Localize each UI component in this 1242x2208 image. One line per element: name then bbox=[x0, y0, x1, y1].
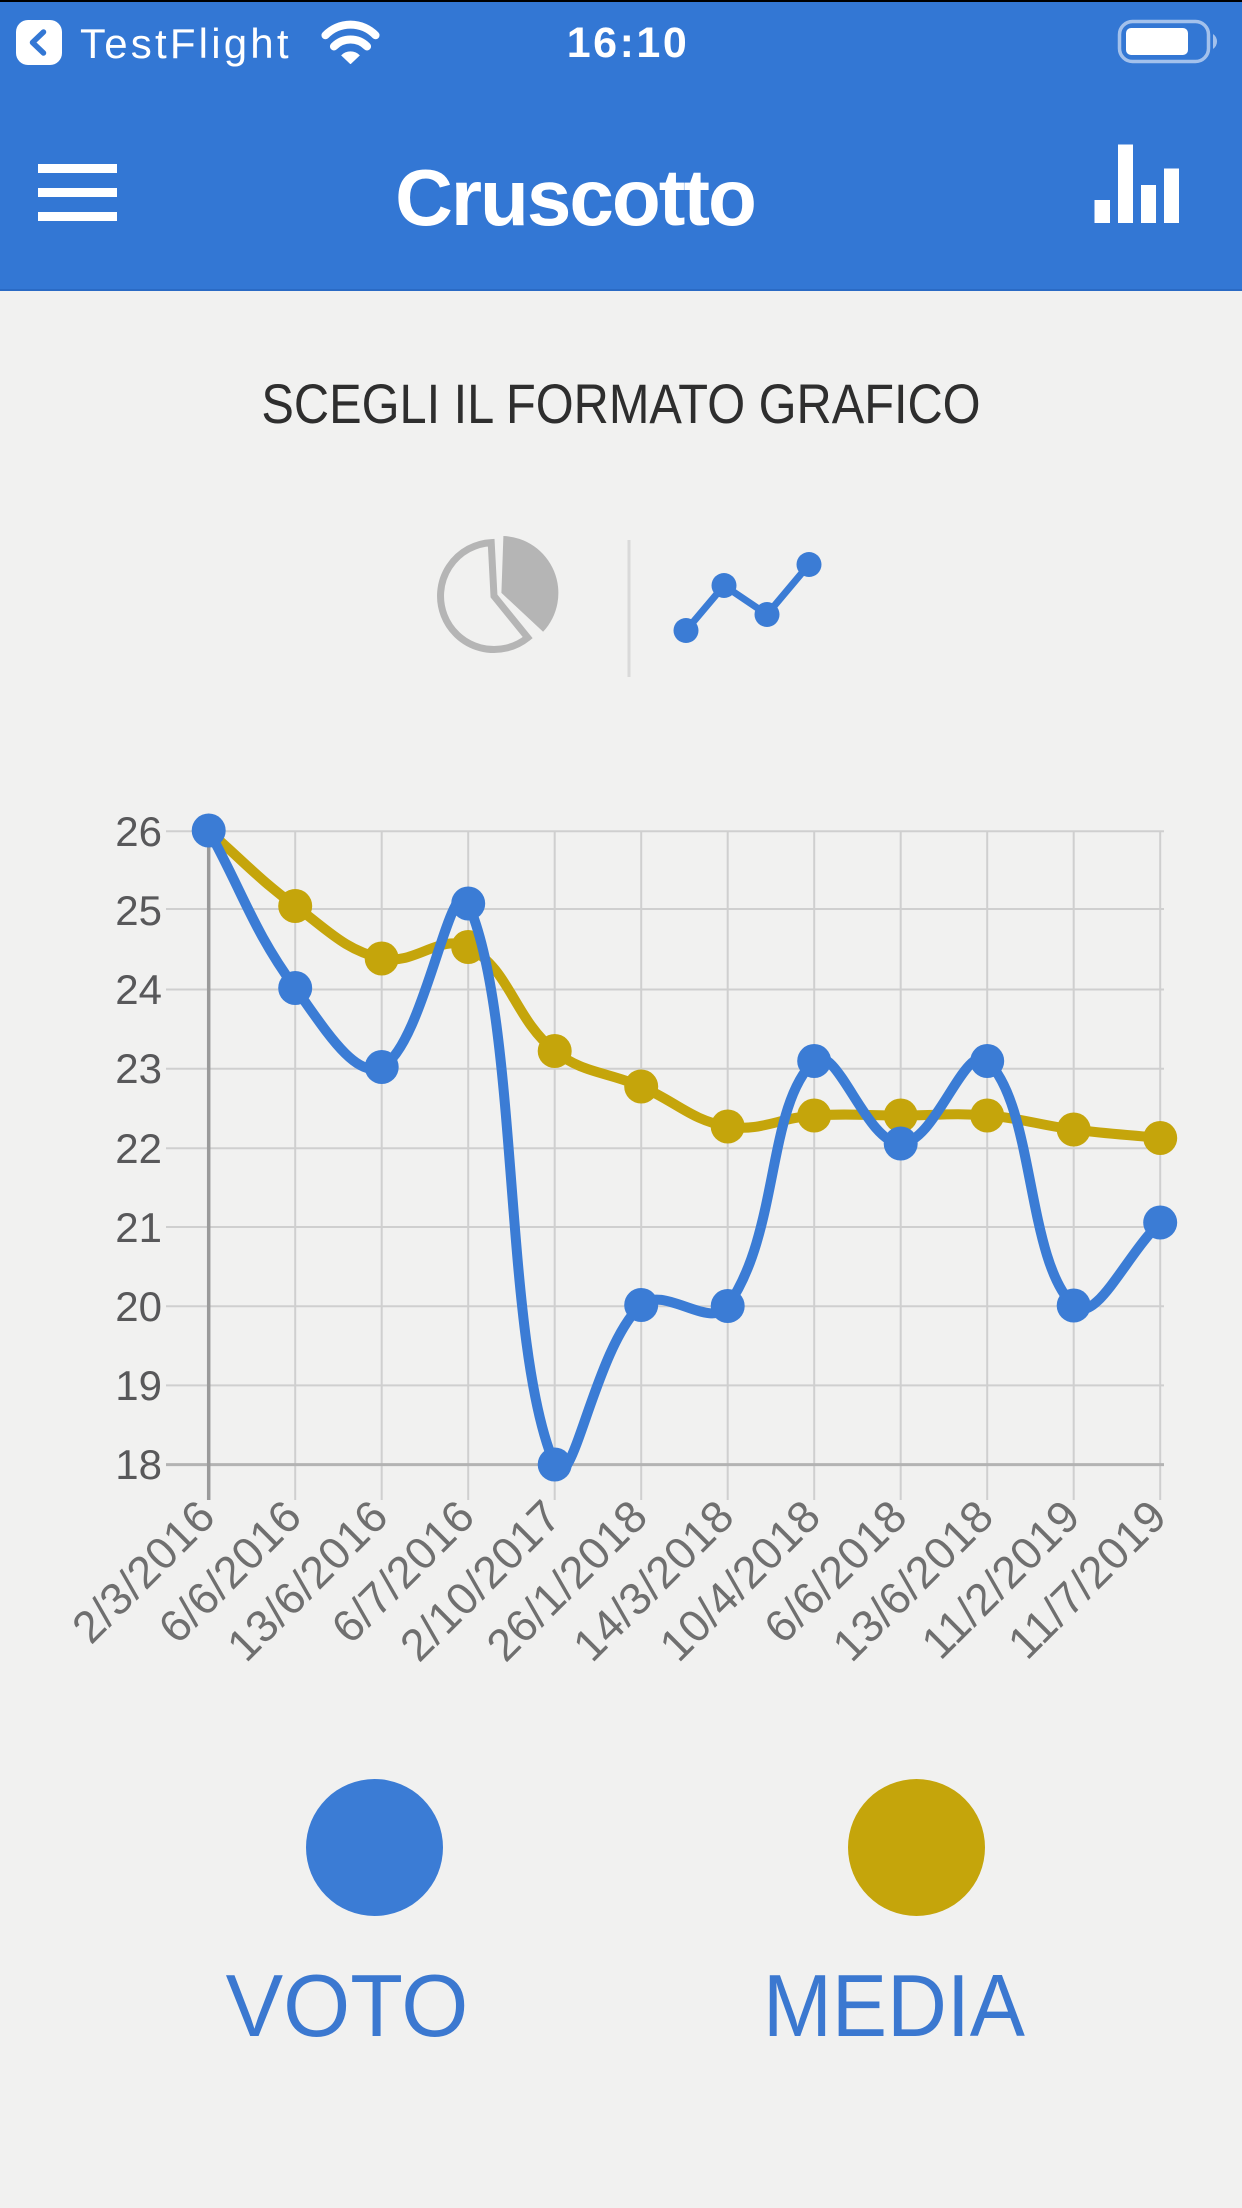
svg-text:21: 21 bbox=[115, 1204, 162, 1251]
svg-text:20: 20 bbox=[115, 1283, 162, 1330]
svg-text:23: 23 bbox=[115, 1045, 162, 1092]
svg-text:25: 25 bbox=[115, 887, 162, 934]
svg-text:22: 22 bbox=[115, 1125, 162, 1172]
svg-text:24: 24 bbox=[115, 966, 162, 1013]
svg-text:26: 26 bbox=[115, 808, 162, 855]
svg-text:18: 18 bbox=[115, 1441, 162, 1488]
svg-text:19: 19 bbox=[115, 1362, 162, 1409]
